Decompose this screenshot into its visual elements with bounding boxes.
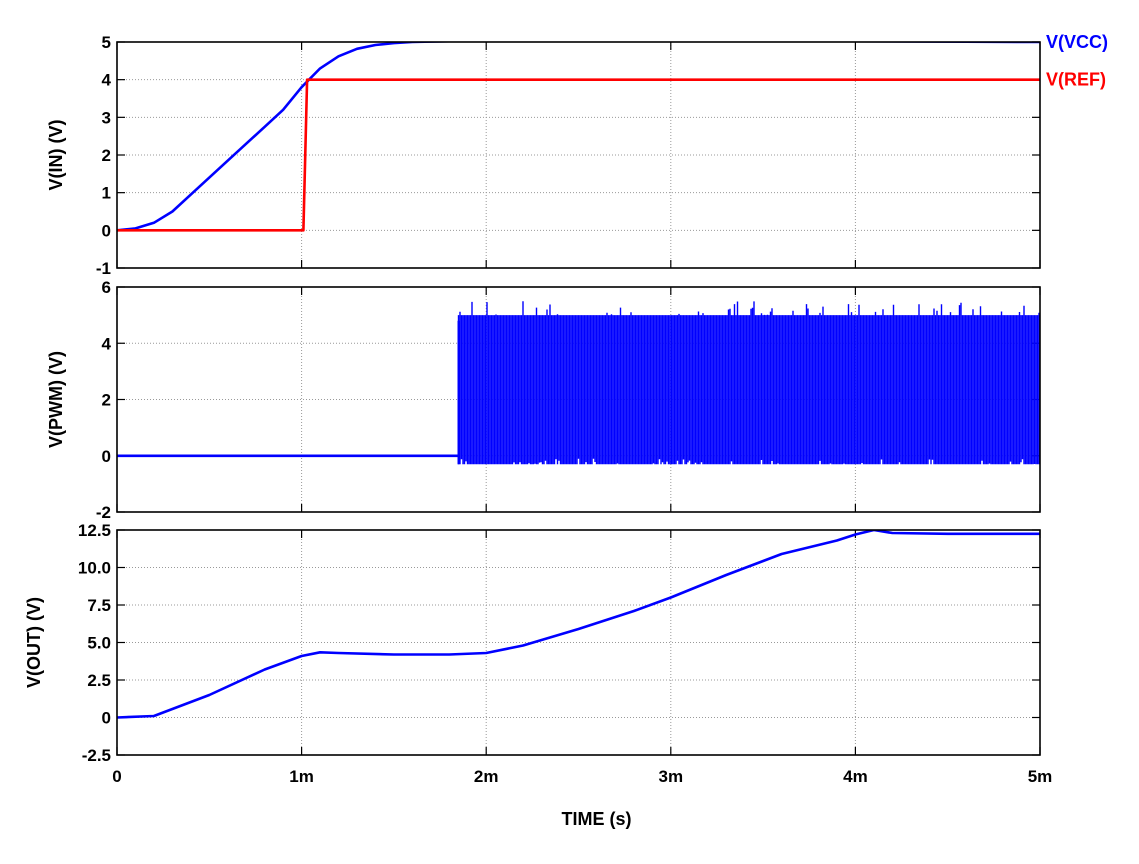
y-tick-label: 3 bbox=[102, 108, 111, 127]
y-tick-label: 1 bbox=[102, 184, 111, 203]
x-axis-title: TIME (s) bbox=[562, 809, 632, 829]
pwm-switching-band bbox=[457, 301, 1040, 465]
y-tick-label: 4 bbox=[102, 334, 112, 353]
y-axis-title: V(OUT) (V) bbox=[24, 597, 44, 688]
x-tick-label: 2m bbox=[474, 767, 499, 786]
legend-label-vref: V(REF) bbox=[1046, 70, 1106, 90]
y-tick-label: 7.5 bbox=[87, 596, 111, 615]
y-axis-title: V(PWM) (V) bbox=[46, 351, 66, 448]
y-tick-label: 0 bbox=[102, 221, 111, 240]
plot-frame bbox=[116, 529, 1041, 756]
y-tick-label: 5.0 bbox=[87, 634, 111, 653]
y-axis-title: V(IN) (V) bbox=[46, 120, 66, 191]
legend-label-vvcc: V(VCC) bbox=[1046, 32, 1108, 52]
x-tick-label: 3m bbox=[659, 767, 684, 786]
y-tick-label: -1 bbox=[96, 259, 111, 278]
y-tick-label: -2 bbox=[96, 503, 111, 522]
panel-2: -2 0 2 4 6 V(PWM) (V) bbox=[46, 278, 1041, 522]
panel-3: -2.502.55.07.510.012.5V(OUT) (V)0 1m 2m 3m 4… bbox=[24, 521, 1052, 829]
y-tick-label: 10.0 bbox=[78, 559, 111, 578]
x-tick-label: 5m bbox=[1028, 767, 1053, 786]
y-tick-label: 5 bbox=[102, 33, 111, 52]
y-tick-label: 0 bbox=[102, 709, 111, 728]
y-tick-label: 2 bbox=[102, 391, 111, 410]
panel-1: -1 0 1 2 3 4 5 V(IN) (V) V(VCC) V(REF) bbox=[46, 32, 1108, 278]
plot-frame bbox=[116, 286, 1041, 513]
y-tick-label: 4 bbox=[102, 71, 112, 90]
series-line-trace bbox=[117, 530, 1040, 719]
y-tick-label: -2.5 bbox=[82, 746, 111, 765]
series-line-vvcc bbox=[117, 42, 1040, 232]
y-tick-label: 0 bbox=[102, 447, 111, 466]
y-tick-label: 12.5 bbox=[78, 521, 111, 540]
plot-frame bbox=[116, 41, 1041, 269]
y-tick-label: 2.5 bbox=[87, 671, 111, 690]
y-tick-label: 6 bbox=[102, 278, 111, 297]
y-tick-label: 2 bbox=[102, 146, 111, 165]
x-tick-label: 0 bbox=[112, 767, 121, 786]
x-tick-label: 4m bbox=[843, 767, 868, 786]
x-tick-label: 1m bbox=[289, 767, 314, 786]
series-line-vref bbox=[117, 78, 1040, 232]
